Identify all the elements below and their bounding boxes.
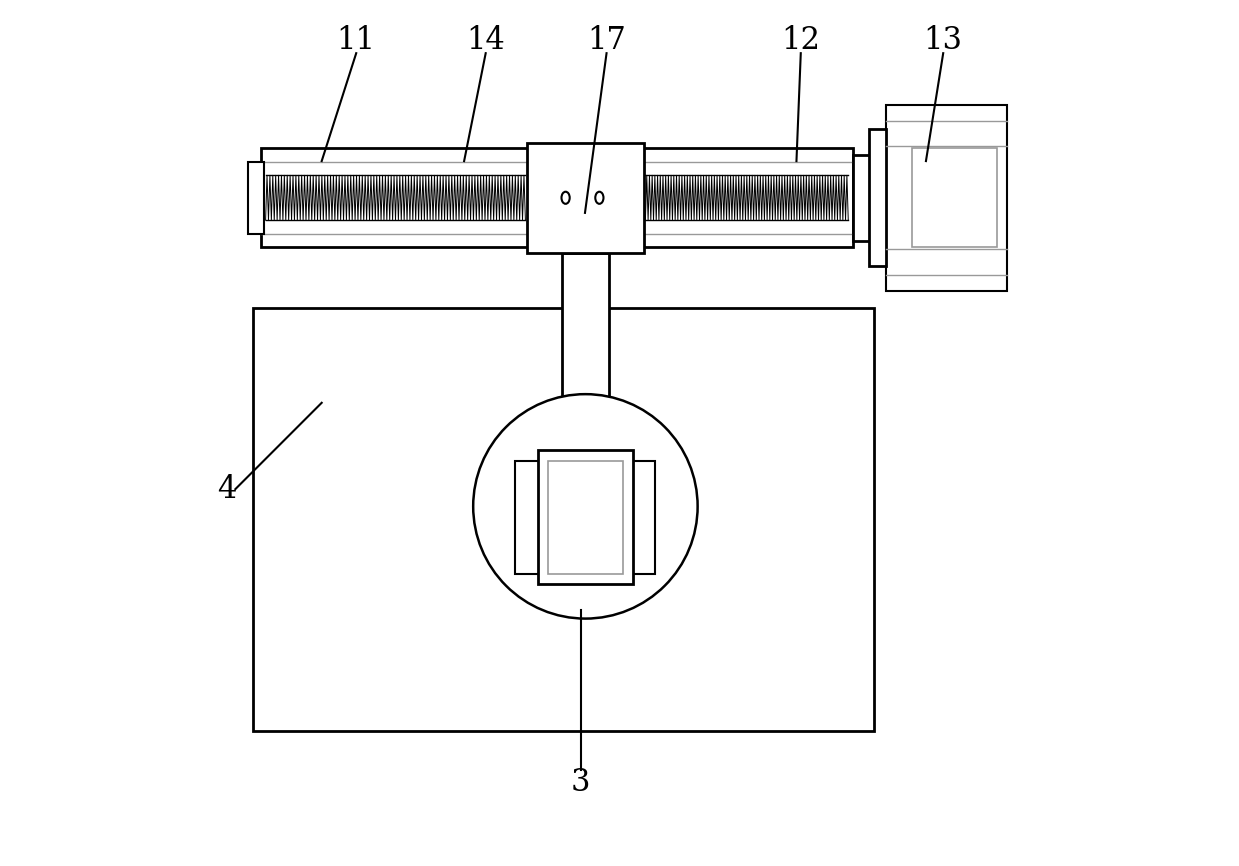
Bar <box>631 462 655 573</box>
Bar <box>549 461 622 573</box>
Bar <box>248 162 264 234</box>
Bar <box>253 307 875 731</box>
Bar <box>527 143 644 253</box>
Text: 13: 13 <box>924 25 963 55</box>
Bar <box>852 155 871 241</box>
Bar <box>869 129 886 267</box>
Bar <box>515 462 540 573</box>
Text: 4: 4 <box>217 474 237 505</box>
Ellipse shape <box>561 191 570 204</box>
Text: 12: 12 <box>782 25 820 55</box>
Bar <box>538 450 633 584</box>
Bar <box>561 253 610 468</box>
Bar <box>912 148 996 248</box>
Bar <box>261 148 852 248</box>
Text: 3: 3 <box>571 767 591 798</box>
Circle shape <box>473 394 698 618</box>
Bar <box>886 105 1007 291</box>
Text: 14: 14 <box>466 25 506 55</box>
Text: 17: 17 <box>587 25 626 55</box>
Text: 11: 11 <box>337 25 375 55</box>
Ellipse shape <box>595 191 603 204</box>
